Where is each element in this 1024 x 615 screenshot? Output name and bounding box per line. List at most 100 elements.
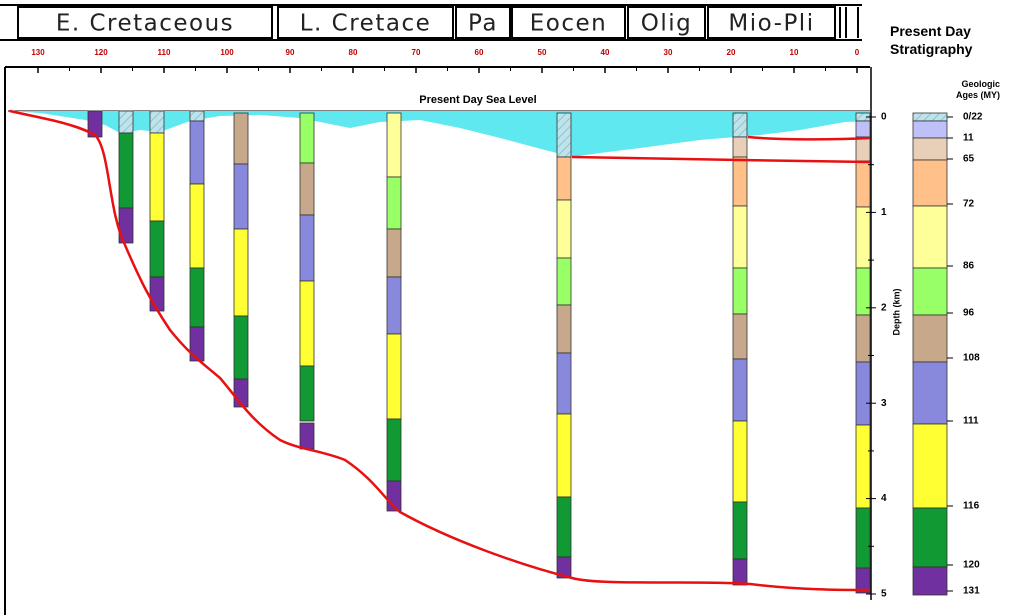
well-segment [386,112,402,178]
well-segment [732,501,748,560]
legend-title: Present Day Stratigraphy [890,23,973,57]
legend-label: 116 [963,501,980,512]
legend-swatch [912,566,948,596]
well-segment [732,136,748,158]
well-segment [386,333,402,420]
well-segment [855,136,871,162]
well-segment [556,304,572,354]
well-segment [556,199,572,259]
depth-tick-label: 4 [881,493,887,504]
sea-water [10,111,870,157]
legend-swatch [912,507,948,568]
well-segment [556,257,572,306]
well-segment [118,132,134,209]
period-box [17,6,273,39]
well-segment [299,365,315,422]
well-segment [855,567,871,594]
well-segment [189,183,205,269]
legend-swatch [912,112,948,122]
well-segment [855,507,871,569]
depth-tick-label: 5 [881,589,887,600]
well-segment [189,267,205,328]
period-header: E. Cretaceous L. Cretace Pa Eocen Olig Mio-Pl… [0,4,862,41]
well-segment [556,496,572,558]
period-label: L. Cretace [300,11,432,37]
legend-label: 108 [963,353,980,364]
well-segment [149,276,165,312]
well-segment [732,205,748,269]
well-segment [299,280,315,367]
age-tick-label: 130 [31,48,45,57]
age-tick-label: 10 [790,48,799,57]
legend-label: 65 [963,154,975,165]
basement-line [9,109,871,592]
legend-swatch [912,267,948,316]
well-segment [299,162,315,216]
legend-swatch [912,120,948,139]
legend-swatch [912,423,948,509]
legend-label: 120 [963,560,980,571]
depth-tick-label: 0 [881,112,887,123]
well-segment [149,110,165,134]
well-segment [386,418,402,482]
legend-label: 111 [963,416,979,427]
age-tick-label: 100 [220,48,234,57]
legend-label: 86 [963,261,975,272]
age-tick-label: 40 [601,48,610,57]
well-segment [855,160,871,208]
well-segment [855,314,871,363]
well-segment [732,313,748,360]
legend-swatch [912,159,948,207]
well-segment [732,267,748,315]
period-box [627,6,706,39]
period-label: Olig [641,11,692,37]
period-label: Mio-Pli [728,11,814,37]
legend-label: 96 [963,308,975,319]
well-segment [233,315,249,380]
period-label: Eocen [530,11,607,37]
well-segment [386,276,402,335]
basement-line [9,110,96,136]
well-segment [732,112,748,138]
well-segment [149,132,165,222]
well-segment [299,214,315,282]
well-segment [732,156,748,207]
well-segment [233,228,249,317]
horizon-line [747,135,871,141]
legend-label: 72 [963,199,975,210]
legend: 0/22 11 65 72 86 96 108 111 116 120 131 [912,112,983,597]
well-segment [732,558,748,586]
period-label: Pa [468,11,498,37]
legend-swatch [912,361,948,425]
well-segment [189,326,205,362]
well-segment [556,112,572,158]
age-tick-label: 20 [727,48,736,57]
well-segment [556,413,572,498]
period-box [277,6,454,39]
legend-swatch [912,137,948,161]
age-tick-label: 90 [286,48,295,57]
age-tick-label: 0 [855,48,860,57]
well-segment [233,112,249,165]
well-segment [299,422,315,450]
well-segment [556,352,572,415]
period-box [707,6,836,39]
well-segment [732,420,748,503]
well-segment [855,206,871,269]
age-tick-label: 60 [475,48,484,57]
legend-label: 131 [963,586,980,597]
period-box [455,6,511,39]
well-segment [189,110,205,122]
legend-label: 0/22 [963,112,983,123]
age-tick-label: 30 [664,48,673,57]
well-segment [189,120,205,185]
well-segment [556,556,572,579]
sea-level-label: Present Day Sea Level [419,94,536,106]
well-segment [386,176,402,230]
well-segment [233,163,249,230]
well-segment [855,361,871,426]
well-segment [118,110,134,134]
period-label: E. Cretaceous [56,11,234,37]
legend-swatch [912,205,948,269]
